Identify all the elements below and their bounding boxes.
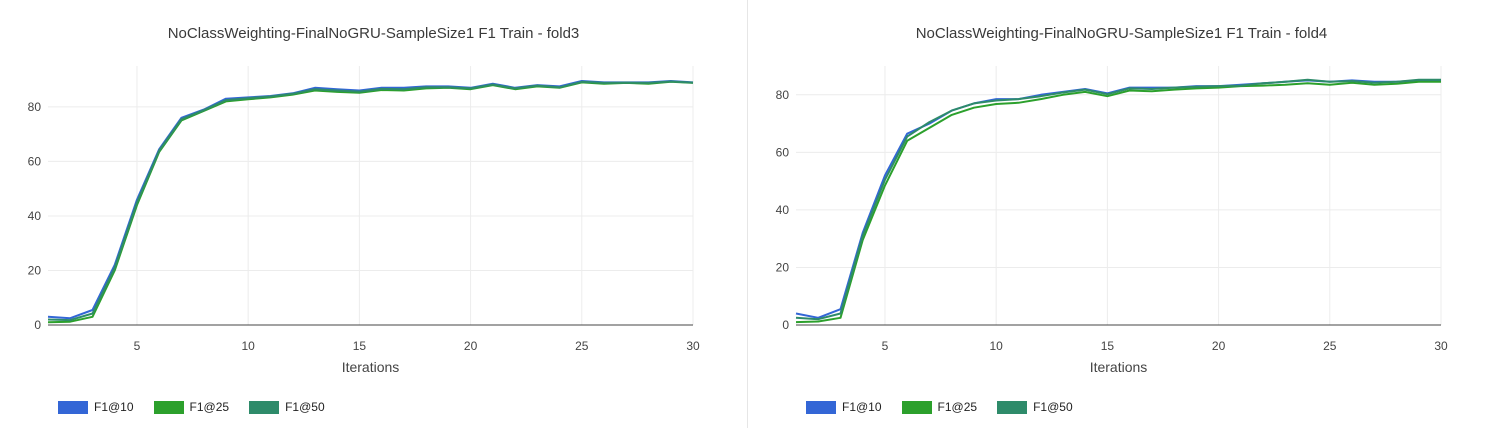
x-tick-label: 5 — [134, 339, 141, 353]
legend-label: F1@50 — [285, 400, 325, 414]
x-axis-title: Iterations — [342, 359, 400, 375]
line-chart-fold4: 5 10 15 20 25 30 0 20 40 60 80 Iterations — [776, 66, 1448, 375]
series-line-f1-at-50[interactable] — [47, 80, 694, 322]
series-line-f1-at-10[interactable] — [47, 80, 694, 320]
y-tick-label: 80 — [28, 100, 42, 114]
legend-item-f1-25[interactable]: F1@25 — [901, 400, 978, 414]
chart-title: NoClassWeighting-FinalNoGRU-SampleSize1 … — [167, 25, 580, 42]
y-tick-label: 0 — [34, 318, 41, 332]
x-tick-label: 20 — [1212, 339, 1226, 353]
legend-item-f1-10[interactable]: F1@10 — [58, 400, 134, 414]
y-tick-label: 20 — [776, 260, 790, 274]
panel-divider — [747, 0, 748, 428]
y-tick-label: 60 — [28, 154, 42, 168]
x-tick-label: 15 — [353, 339, 367, 353]
y-tick-label: 40 — [776, 203, 790, 217]
legend-label: F1@25 — [937, 400, 978, 414]
x-axis-title: Iterations — [1090, 359, 1148, 375]
line-chart-fold3: 5 10 15 20 25 30 0 20 40 60 80 Iterations — [28, 66, 700, 375]
legend-item-f1-10[interactable]: F1@10 — [806, 400, 882, 414]
y-tick-label: 60 — [776, 145, 790, 159]
grid — [796, 66, 1442, 325]
legend-swatch-f1-10 — [806, 400, 836, 414]
chart-title: NoClassWeighting-FinalNoGRU-SampleSize1 … — [915, 25, 1328, 42]
chart-legend: F1@10 F1@25 F1@50 — [806, 400, 1093, 414]
legend-swatch-f1-10 — [58, 400, 88, 414]
legend-label: F1@25 — [189, 400, 230, 414]
x-tick-label: 25 — [575, 339, 589, 353]
x-tick-label: 10 — [989, 339, 1003, 353]
legend-label: F1@50 — [1033, 400, 1073, 414]
y-tick-label: 20 — [28, 263, 42, 277]
legend-item-f1-50[interactable]: F1@50 — [249, 400, 325, 414]
legend-item-f1-25[interactable]: F1@25 — [153, 400, 230, 414]
legend-label: F1@10 — [94, 400, 134, 414]
chart-panel-fold4: NoClassWeighting-FinalNoGRU-SampleSize1 … — [748, 0, 1495, 428]
x-tick-label: 20 — [464, 339, 478, 353]
legend-swatch-f1-25 — [901, 400, 932, 414]
series-line-f1-at-50[interactable] — [795, 78, 1441, 321]
x-tick-label: 30 — [1434, 339, 1448, 353]
legend-label: F1@10 — [842, 400, 882, 414]
grid — [48, 66, 694, 325]
x-tick-label: 10 — [241, 339, 255, 353]
chart-panel-fold3: NoClassWeighting-FinalNoGRU-SampleSize1 … — [0, 0, 747, 428]
legend-item-f1-50[interactable]: F1@50 — [997, 400, 1073, 414]
series-line-f1-at-10[interactable] — [795, 79, 1441, 319]
x-tick-label: 5 — [882, 339, 889, 353]
legend-swatch-f1-50 — [249, 400, 280, 414]
y-tick-label: 80 — [776, 88, 790, 102]
x-tick-label: 15 — [1101, 339, 1115, 353]
legend-swatch-f1-50 — [997, 400, 1028, 414]
chart-legend: F1@10 F1@25 F1@50 — [58, 400, 345, 414]
series-line-f1-at-25[interactable] — [47, 80, 694, 324]
y-tick-label: 0 — [782, 318, 789, 332]
y-tick-label: 40 — [28, 209, 42, 223]
series-line-f1-at-25[interactable] — [795, 80, 1441, 324]
x-tick-label: 25 — [1323, 339, 1337, 353]
legend-swatch-f1-25 — [153, 400, 184, 414]
x-tick-label: 30 — [686, 339, 700, 353]
